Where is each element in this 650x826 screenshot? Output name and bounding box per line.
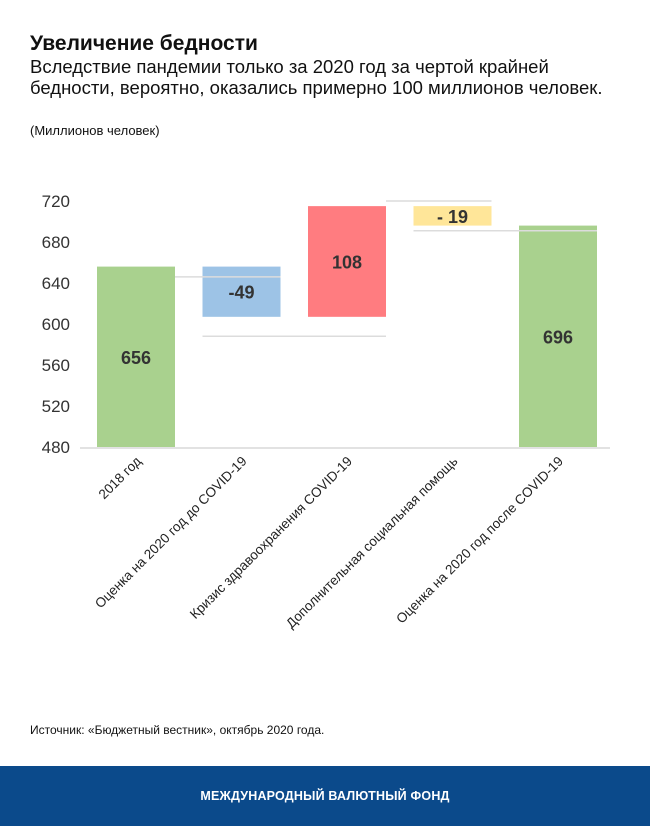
y-tick-label: 600 [42, 315, 70, 334]
org-name: МЕЖДУНАРОДНЫЙ ВАЛЮТНЫЙ ФОНД [200, 789, 450, 803]
data-label: 656 [121, 348, 151, 368]
data-label: 108 [332, 252, 362, 272]
bar [519, 225, 597, 447]
y-tick-label: 640 [42, 274, 70, 293]
category-label: Кризис здравоохранения COVID-19 [187, 454, 355, 622]
waterfall-chart: 480 520 560 600 640 680 720 656 -49 108 - 19 696 201… [42, 192, 610, 632]
chart-subtitle: Вследствие пандемии только за 2020 год з… [30, 56, 603, 98]
category-label: 2018 год [96, 453, 145, 502]
data-label: 696 [543, 327, 573, 347]
chart-title: Увеличение бедности [30, 32, 258, 55]
data-label: - 19 [437, 207, 468, 227]
y-tick-label: 720 [42, 192, 70, 211]
y-tick-label: 680 [42, 233, 70, 252]
bar [202, 266, 281, 317]
y-tick-label: 480 [42, 438, 70, 457]
category-label: Дополнительная социальная помощь [283, 454, 461, 632]
bar [308, 206, 386, 317]
bar [413, 206, 492, 226]
y-tick-label: 520 [42, 397, 70, 416]
category-label: Оценка на 2020 год после COVID-19 [393, 454, 566, 627]
units-label: (Миллионов человек) [30, 123, 160, 138]
y-tick-label: 560 [42, 356, 70, 375]
footer-bar: МЕЖДУНАРОДНЫЙ ВАЛЮТНЫЙ ФОНД [0, 766, 650, 826]
bar [97, 266, 175, 447]
source-note: Источник: «Бюджетный вестник», октябрь 2… [30, 723, 325, 737]
data-label: -49 [228, 283, 254, 303]
